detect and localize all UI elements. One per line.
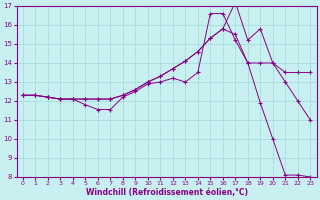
X-axis label: Windchill (Refroidissement éolien,°C): Windchill (Refroidissement éolien,°C) — [85, 188, 248, 197]
